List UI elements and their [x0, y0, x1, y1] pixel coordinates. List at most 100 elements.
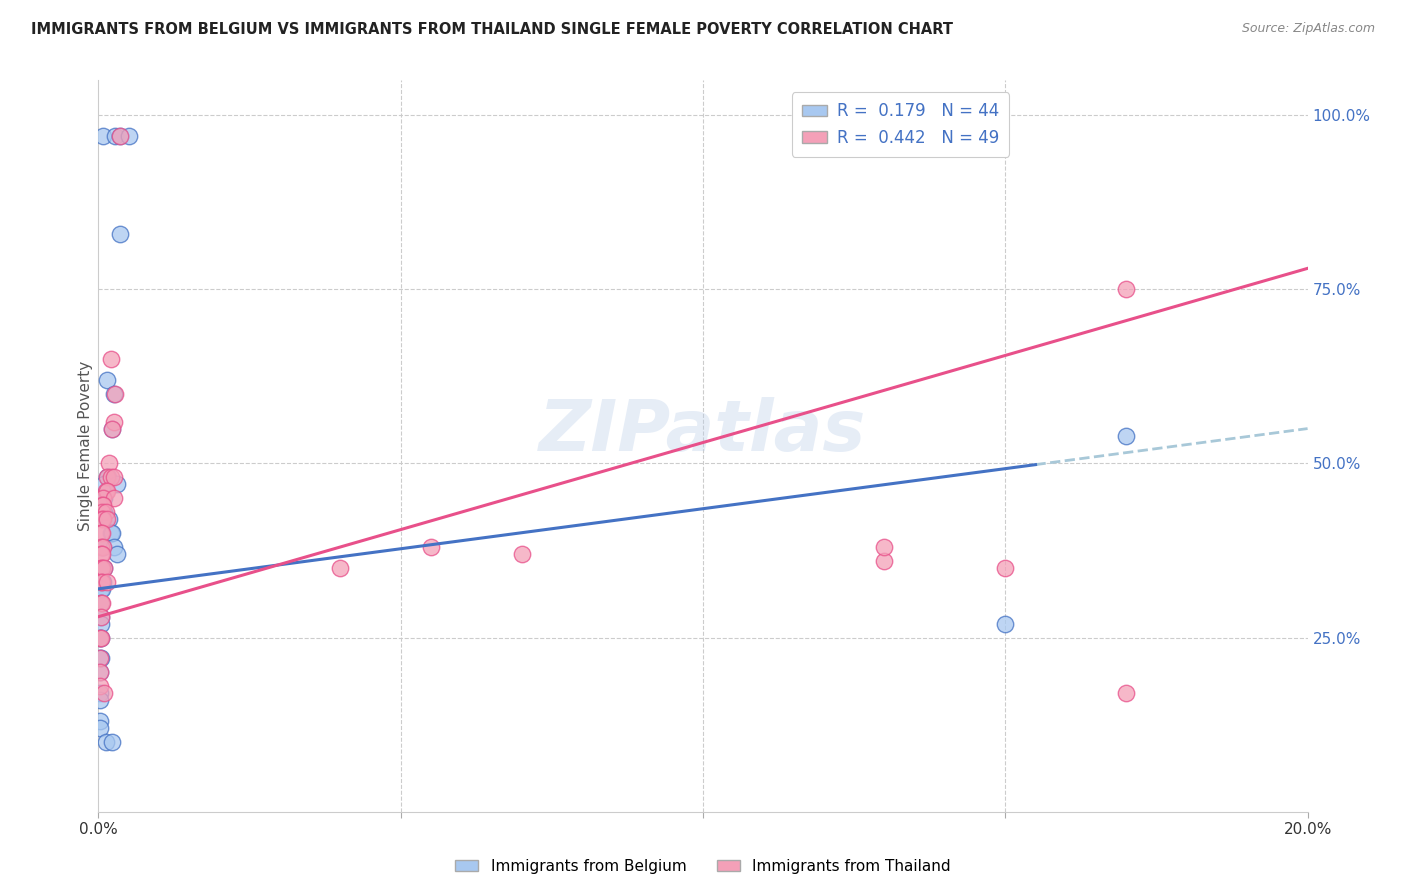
Point	[103, 470, 125, 484]
Point	[90, 547, 112, 561]
Point	[91, 574, 114, 589]
Point	[91, 574, 114, 589]
Point	[1115, 428, 1137, 442]
Point	[96, 484, 118, 499]
Point	[90, 526, 112, 541]
Point	[89, 693, 111, 707]
Point	[98, 457, 121, 471]
Point	[994, 616, 1017, 631]
Point	[91, 498, 114, 512]
Point	[90, 574, 112, 589]
Point	[89, 721, 111, 735]
Point	[994, 561, 1017, 575]
Point	[91, 547, 114, 561]
Point	[93, 561, 115, 575]
Point	[93, 561, 115, 575]
Point	[91, 574, 114, 589]
Point	[100, 421, 122, 435]
Point	[89, 679, 111, 693]
Point	[873, 554, 896, 568]
Point	[103, 386, 125, 401]
Y-axis label: Single Female Poverty: Single Female Poverty	[77, 361, 93, 531]
Point	[108, 128, 131, 143]
Point	[91, 540, 114, 554]
Text: IMMIGRANTS FROM BELGIUM VS IMMIGRANTS FROM THAILAND SINGLE FEMALE POVERTY CORREL: IMMIGRANTS FROM BELGIUM VS IMMIGRANTS FR…	[31, 22, 953, 37]
Point	[96, 470, 118, 484]
Point	[329, 561, 352, 575]
Point	[91, 512, 114, 526]
Point	[91, 505, 114, 519]
Point	[90, 631, 112, 645]
Point	[89, 686, 111, 700]
Point	[96, 373, 118, 387]
Point	[100, 470, 122, 484]
Point	[90, 651, 112, 665]
Point	[90, 596, 112, 610]
Point	[90, 616, 112, 631]
Point	[100, 526, 122, 541]
Point	[91, 491, 114, 506]
Point	[90, 609, 112, 624]
Point	[94, 512, 117, 526]
Point	[100, 351, 122, 366]
Point	[90, 582, 112, 596]
Point	[94, 505, 117, 519]
Point	[104, 128, 127, 143]
Point	[91, 540, 114, 554]
Point	[96, 470, 118, 484]
Point	[90, 631, 112, 645]
Point	[91, 526, 114, 541]
Point	[510, 547, 533, 561]
Point	[1115, 282, 1137, 296]
Point	[93, 477, 115, 491]
Point	[103, 540, 125, 554]
Point	[94, 484, 117, 499]
Point	[105, 477, 128, 491]
Text: Source: ZipAtlas.com: Source: ZipAtlas.com	[1241, 22, 1375, 36]
Point	[91, 582, 114, 596]
Point	[89, 631, 111, 645]
Point	[91, 596, 114, 610]
Point	[103, 415, 125, 429]
Point	[873, 540, 896, 554]
Point	[118, 128, 141, 143]
Point	[90, 540, 112, 554]
Point	[89, 714, 111, 728]
Point	[89, 651, 111, 665]
Legend: Immigrants from Belgium, Immigrants from Thailand: Immigrants from Belgium, Immigrants from…	[450, 853, 956, 880]
Point	[91, 498, 114, 512]
Point	[91, 128, 114, 143]
Point	[90, 609, 112, 624]
Point	[90, 561, 112, 575]
Point	[89, 665, 111, 680]
Point	[98, 512, 121, 526]
Point	[89, 665, 111, 680]
Point	[96, 512, 118, 526]
Point	[91, 512, 114, 526]
Point	[96, 574, 118, 589]
Point	[94, 735, 117, 749]
Legend: R =  0.179   N = 44, R =  0.442   N = 49: R = 0.179 N = 44, R = 0.442 N = 49	[792, 92, 1010, 157]
Point	[90, 596, 112, 610]
Point	[91, 561, 114, 575]
Point	[100, 526, 122, 541]
Point	[108, 227, 131, 241]
Point	[103, 491, 125, 506]
Point	[97, 470, 120, 484]
Point	[93, 686, 115, 700]
Point	[100, 735, 122, 749]
Point	[89, 651, 111, 665]
Point	[105, 547, 128, 561]
Point	[91, 505, 114, 519]
Text: ZIPatlas: ZIPatlas	[540, 397, 866, 466]
Point	[91, 540, 114, 554]
Point	[93, 491, 115, 506]
Point	[91, 561, 114, 575]
Point	[108, 128, 131, 143]
Point	[89, 631, 111, 645]
Point	[1115, 686, 1137, 700]
Point	[100, 421, 122, 435]
Point	[93, 505, 115, 519]
Point	[104, 386, 127, 401]
Point	[420, 540, 443, 554]
